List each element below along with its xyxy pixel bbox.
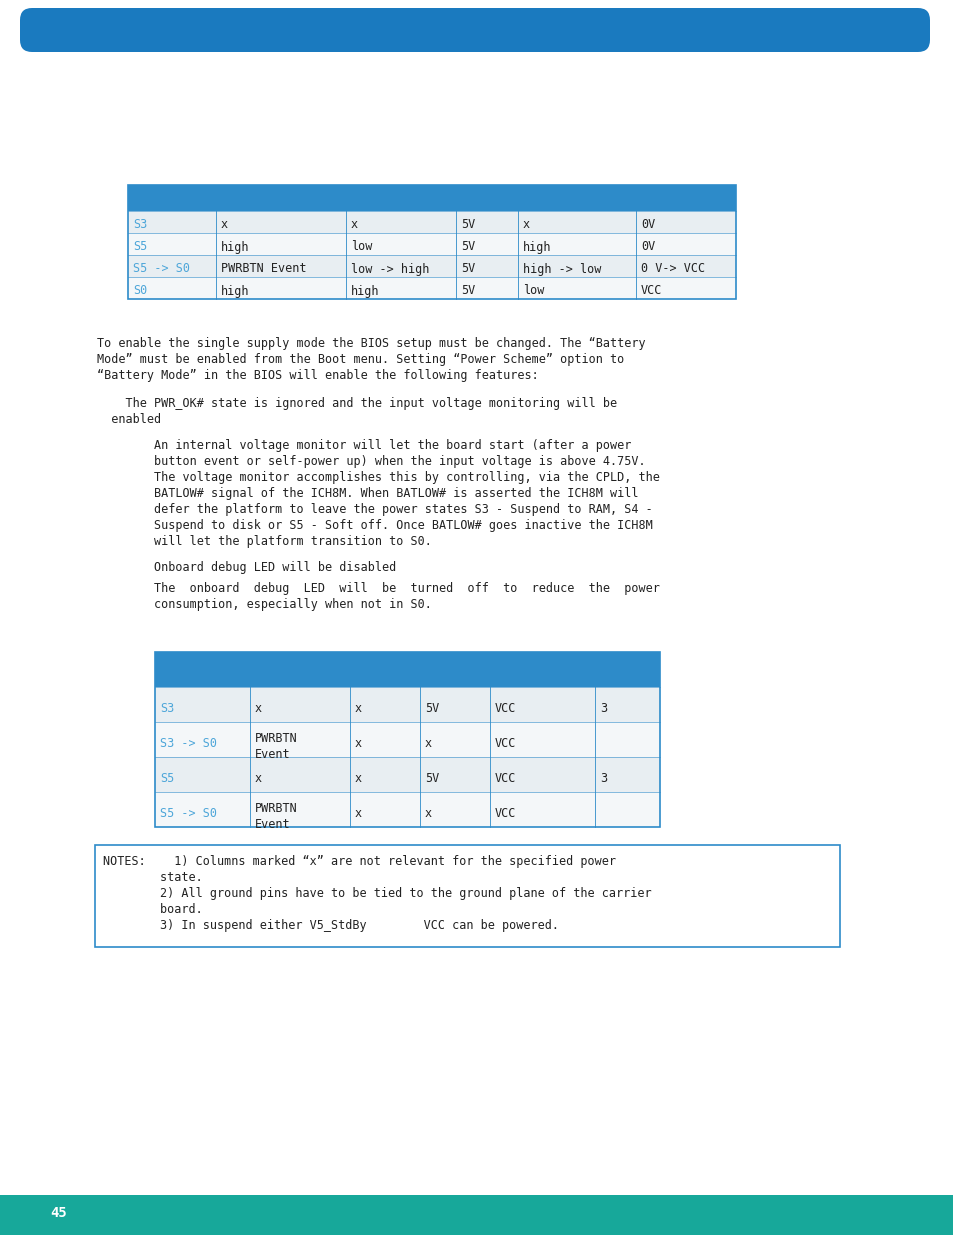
Text: S5: S5 bbox=[160, 772, 174, 785]
Text: 3: 3 bbox=[599, 772, 606, 785]
Text: x: x bbox=[351, 219, 357, 231]
Text: high: high bbox=[522, 241, 551, 253]
Text: 3) In suspend either V5_StdBy        VCC can be powered.: 3) In suspend either V5_StdBy VCC can be… bbox=[103, 919, 558, 932]
Text: S5 -> S0: S5 -> S0 bbox=[132, 263, 190, 275]
Bar bbox=[128, 185, 735, 299]
Text: S5 -> S0: S5 -> S0 bbox=[160, 806, 216, 820]
Text: VCC: VCC bbox=[495, 772, 516, 785]
Text: PWRBTN: PWRBTN bbox=[254, 802, 297, 815]
Text: x: x bbox=[355, 737, 362, 750]
Text: S3 -> S0: S3 -> S0 bbox=[160, 737, 216, 750]
Text: x: x bbox=[355, 772, 362, 785]
Text: To enable the single supply mode the BIOS setup must be changed. The “Battery: To enable the single supply mode the BIO… bbox=[97, 337, 645, 350]
Bar bbox=[154, 792, 659, 827]
Bar bbox=[154, 652, 659, 827]
Text: state.: state. bbox=[103, 871, 203, 884]
Text: consumption, especially when not in S0.: consumption, especially when not in S0. bbox=[97, 598, 432, 611]
Text: 5V: 5V bbox=[460, 284, 475, 298]
Text: x: x bbox=[254, 772, 262, 785]
Bar bbox=[154, 687, 659, 722]
Text: Suspend to disk or S5 - Soft off. Once BATLOW# goes inactive the ICH8M: Suspend to disk or S5 - Soft off. Once B… bbox=[97, 519, 652, 532]
Text: “Battery Mode” in the BIOS will enable the following features:: “Battery Mode” in the BIOS will enable t… bbox=[97, 369, 538, 382]
Bar bbox=[128, 211, 735, 233]
Text: low: low bbox=[522, 284, 544, 298]
Text: 45: 45 bbox=[50, 1207, 67, 1220]
Text: 3: 3 bbox=[599, 701, 606, 715]
Text: board.: board. bbox=[103, 903, 203, 916]
Text: BATLOW# signal of the ICH8M. When BATLOW# is asserted the ICH8M will: BATLOW# signal of the ICH8M. When BATLOW… bbox=[97, 487, 638, 500]
Bar bbox=[154, 722, 659, 757]
Text: PWRBTN: PWRBTN bbox=[254, 732, 297, 745]
Text: 5V: 5V bbox=[460, 263, 475, 275]
Text: button event or self-power up) when the input voltage is above 4.75V.: button event or self-power up) when the … bbox=[97, 454, 645, 468]
Text: 5V: 5V bbox=[424, 772, 438, 785]
Text: 5V: 5V bbox=[424, 701, 438, 715]
Text: VCC: VCC bbox=[495, 806, 516, 820]
Text: Event: Event bbox=[254, 748, 291, 761]
Text: 5V: 5V bbox=[460, 241, 475, 253]
Text: low -> high: low -> high bbox=[351, 263, 429, 275]
Text: The PWR_OK# state is ignored and the input voltage monitoring will be: The PWR_OK# state is ignored and the inp… bbox=[97, 396, 617, 410]
Text: 0V: 0V bbox=[640, 241, 655, 253]
Text: 5V: 5V bbox=[460, 219, 475, 231]
Bar bbox=[128, 277, 735, 299]
Text: VCC: VCC bbox=[495, 737, 516, 750]
Text: Event: Event bbox=[254, 818, 291, 831]
Text: S0: S0 bbox=[132, 284, 147, 298]
Text: The voltage monitor accomplishes this by controlling, via the CPLD, the: The voltage monitor accomplishes this by… bbox=[97, 471, 659, 484]
Text: Mode” must be enabled from the Boot menu. Setting “Power Scheme” option to: Mode” must be enabled from the Boot menu… bbox=[97, 353, 623, 366]
Text: VCC: VCC bbox=[640, 284, 661, 298]
Text: PWRBTN Event: PWRBTN Event bbox=[221, 263, 306, 275]
Text: x: x bbox=[254, 701, 262, 715]
Bar bbox=[128, 185, 735, 211]
Bar bbox=[154, 757, 659, 792]
Text: x: x bbox=[522, 219, 530, 231]
Text: 0 V-> VCC: 0 V-> VCC bbox=[640, 263, 704, 275]
Text: x: x bbox=[355, 806, 362, 820]
Text: low: low bbox=[351, 241, 372, 253]
Text: S5: S5 bbox=[132, 241, 147, 253]
Text: S3: S3 bbox=[132, 219, 147, 231]
Text: Onboard debug LED will be disabled: Onboard debug LED will be disabled bbox=[97, 561, 395, 574]
Bar bbox=[0, 1195, 953, 1235]
Text: x: x bbox=[424, 806, 432, 820]
Text: 0V: 0V bbox=[640, 219, 655, 231]
Text: defer the platform to leave the power states S3 - Suspend to RAM, S4 -: defer the platform to leave the power st… bbox=[97, 503, 652, 516]
Text: An internal voltage monitor will let the board start (after a power: An internal voltage monitor will let the… bbox=[97, 438, 631, 452]
Text: NOTES:    1) Columns marked “x” are not relevant for the specified power: NOTES: 1) Columns marked “x” are not rel… bbox=[103, 855, 616, 868]
Text: high -> low: high -> low bbox=[522, 263, 600, 275]
Text: enabled: enabled bbox=[97, 412, 161, 426]
Text: high: high bbox=[221, 241, 250, 253]
Text: S3: S3 bbox=[160, 701, 174, 715]
Text: x: x bbox=[355, 701, 362, 715]
Bar bbox=[154, 652, 659, 687]
Text: x: x bbox=[221, 219, 228, 231]
Text: 2) All ground pins have to be tied to the ground plane of the carrier: 2) All ground pins have to be tied to th… bbox=[103, 887, 651, 900]
Bar bbox=[128, 254, 735, 277]
Text: high: high bbox=[221, 284, 250, 298]
FancyBboxPatch shape bbox=[20, 7, 929, 52]
Bar bbox=[128, 233, 735, 254]
Text: will let the platform transition to S0.: will let the platform transition to S0. bbox=[97, 535, 432, 548]
Text: high: high bbox=[351, 284, 379, 298]
Text: The  onboard  debug  LED  will  be  turned  off  to  reduce  the  power: The onboard debug LED will be turned off… bbox=[97, 582, 659, 595]
Text: VCC: VCC bbox=[495, 701, 516, 715]
Text: x: x bbox=[424, 737, 432, 750]
Bar bbox=[95, 845, 840, 947]
